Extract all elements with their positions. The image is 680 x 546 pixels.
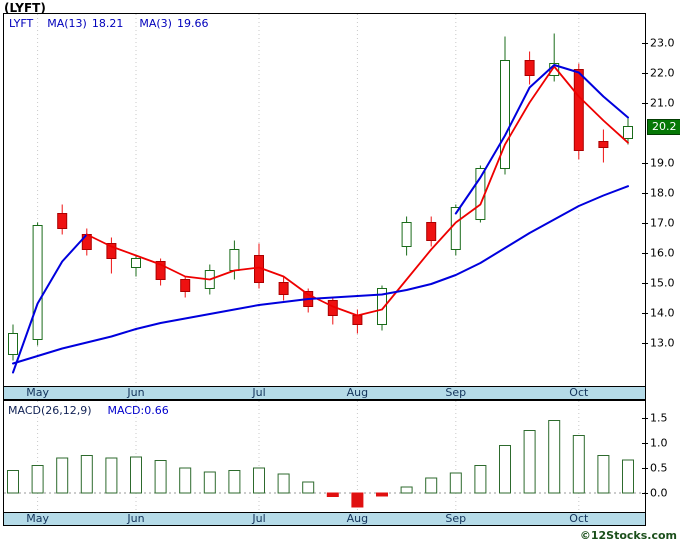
legend-symbol: LYFT [9,17,34,30]
month-label: Sep [445,386,467,399]
month-label: Oct [569,386,589,399]
copyright-watermark: ©12Stocks.com [579,529,677,542]
month-label: May [26,512,49,525]
month-label: Sep [445,512,467,525]
axis-tick [642,418,648,419]
macd-header: MACD(26,12,9) MACD:0.66 [8,404,169,417]
price-axis-label: 17.0 [650,216,675,229]
axis-tick [642,72,648,74]
axis-tick [642,252,648,254]
axis-tick [642,192,648,194]
macd-axis-label: 0.0 [650,486,668,500]
month-label: Oct [569,512,589,525]
macd-axis-label: 1.5 [650,411,668,425]
price-axis-label: 14.0 [650,306,675,319]
month-label: Jul [252,386,266,399]
month-label: Jul [252,512,266,525]
price-chart-svg [8,14,633,386]
price-axis-label: 16.0 [650,246,675,259]
macd-axis-label: 1.0 [650,436,668,450]
axis-tick [642,222,648,224]
axis-tick [642,342,648,344]
legend-ma13-label: MA(13) [47,17,87,30]
axis-tick [642,468,648,469]
chart-title: (LYFT) [4,1,46,15]
price-axis-label: 23.0 [650,36,675,49]
macd-label: MACD(26,12,9) [8,404,92,417]
month-label: May [26,386,49,399]
axis-tick [642,312,648,314]
month-axis-main: May Jun Jul Aug Sep Oct [3,386,646,400]
price-panel: LYFT MA(13) 18.21 MA(3) 19.66 [3,13,646,387]
axis-tick [642,282,648,284]
chart-legend: LYFT MA(13) 18.21 MA(3) 19.66 [9,17,224,30]
month-axis-macd: May Jun Jul Aug Sep Oct [3,512,646,526]
last-price-box: 20.2 [647,118,680,135]
axis-tick [642,443,648,444]
price-axis-label: 13.0 [650,336,675,349]
axis-tick [642,493,648,494]
macd-chart-svg [4,401,645,512]
macd-value: MACD:0.66 [107,404,169,417]
axis-tick [642,102,648,104]
value-axis-column: 23.0 22.0 21.0 19.0 18.0 17.0 16.0 15.0 14.0 13.0… [642,0,680,546]
macd-panel: MACD(26,12,9) MACD:0.66 [3,400,646,513]
price-axis-label: 18.0 [650,186,675,199]
macd-axis-label: 0.5 [650,461,668,475]
legend-ma13-value: 18.21 [91,17,124,30]
price-axis-label: 19.0 [650,156,675,169]
axis-tick [642,162,648,164]
price-axis-label: 15.0 [650,276,675,289]
month-label: Jun [127,386,145,399]
axis-tick [642,42,648,44]
month-label: Aug [346,512,369,525]
price-axis-label: 22.0 [650,66,675,79]
month-label: Aug [346,386,369,399]
legend-ma3-label: MA(3) [139,17,172,30]
price-axis-label: 21.0 [650,96,675,109]
month-label: Jun [127,512,145,525]
legend-ma3-value: 19.66 [176,17,209,30]
